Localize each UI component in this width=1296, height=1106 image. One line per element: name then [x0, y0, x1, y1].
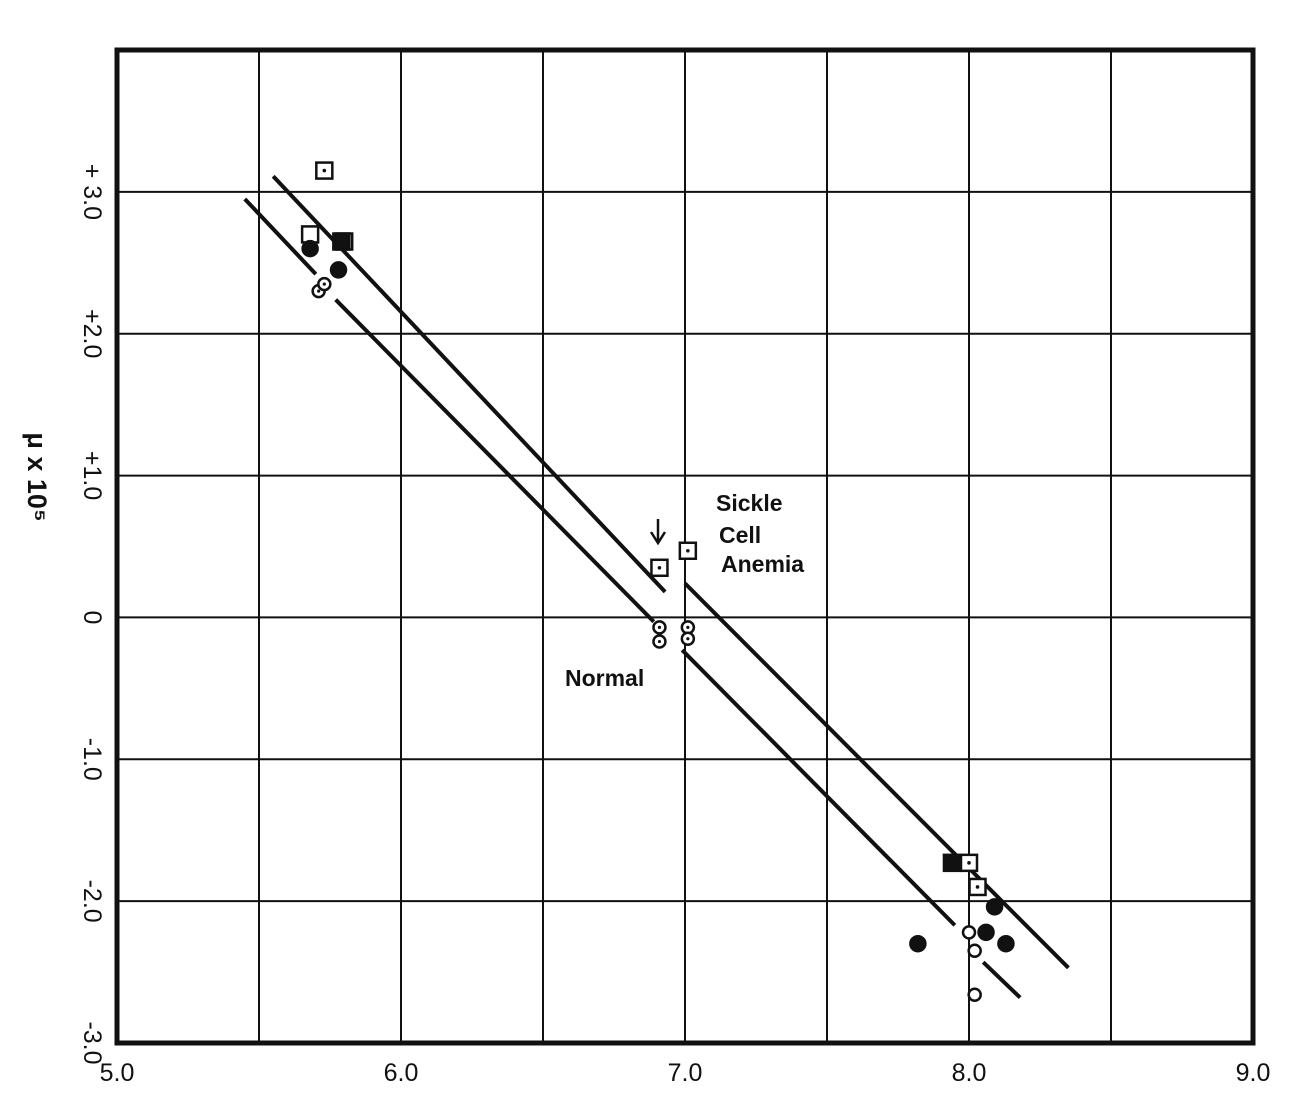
point-center-dot [686, 625, 690, 629]
y-axis-label: μ x 10⁵ [22, 432, 52, 521]
point-center-dot [975, 885, 980, 889]
point-center-dot [657, 625, 662, 629]
annotation-sickle-cell-anemia: Sickle Cell Anemia [716, 490, 804, 577]
y-tick-label: 0 [78, 610, 106, 624]
data-points [300, 161, 1015, 1003]
y-tick-label: -2.0 [78, 880, 106, 923]
point-circle-filled [985, 898, 1004, 916]
x-tick-label: 6.0 [384, 1059, 419, 1087]
y-tick-label: +1.0 [78, 451, 106, 500]
fit-line [334, 298, 656, 624]
fit-line [981, 960, 1022, 1000]
fit-lines [243, 174, 1070, 1000]
x-tick-labels: 5.0 6.0 7.0 8.0 9.0 [100, 1059, 1271, 1087]
point-center-dot [322, 168, 327, 173]
plot-frame [114, 47, 1256, 1046]
annotation-normal: Normal [565, 665, 644, 691]
point-circle-filled [909, 934, 927, 953]
grid [117, 50, 1253, 1043]
point-circle-open [967, 987, 982, 1003]
y-tick-label: + 3.0 [78, 164, 106, 220]
y-tick-labels: -3.0 -2.0 -1.0 0 +1.0 +2.0 + 3.0 [78, 164, 106, 1065]
point-center-dot [317, 289, 321, 293]
point-center-dot [686, 548, 690, 553]
point-center-dot [657, 565, 662, 570]
x-tick-label: 9.0 [1236, 1059, 1271, 1087]
point-circle-filled [329, 261, 348, 279]
down-arrow-icon [649, 519, 667, 546]
point-square-filled [332, 232, 351, 251]
x-tick-label: 5.0 [100, 1059, 135, 1087]
point-center-dot [657, 639, 662, 644]
point-circle-open [961, 925, 977, 940]
fit-line [680, 648, 957, 927]
point-circle-filled [997, 934, 1015, 953]
point-center-dot [686, 637, 690, 641]
point-circle-open [967, 943, 982, 959]
fit-line [683, 581, 1070, 970]
point-center-dot [322, 282, 326, 286]
y-tick-label: -1.0 [78, 738, 106, 781]
y-tick-label: +2.0 [78, 309, 106, 358]
point-center-dot [967, 861, 971, 865]
x-tick-label: 7.0 [668, 1059, 703, 1087]
point-circle-filled [301, 239, 319, 258]
fit-line [243, 197, 318, 276]
point-square-filled [942, 853, 962, 873]
point-circle-filled [977, 923, 995, 942]
fit-line [271, 174, 667, 594]
y-tick-label: -3.0 [78, 1021, 106, 1064]
x-tick-label: 8.0 [952, 1059, 987, 1087]
